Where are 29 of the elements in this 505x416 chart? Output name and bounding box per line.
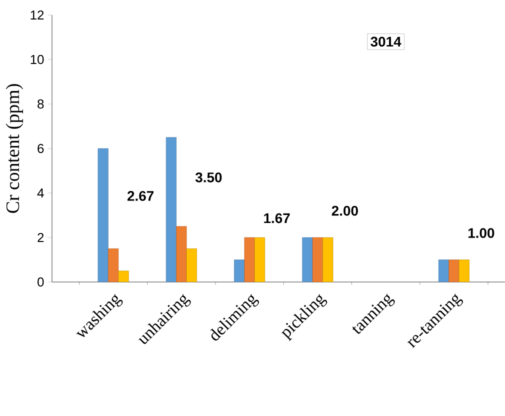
bar bbox=[448, 260, 460, 282]
y-tick-label: 6 bbox=[38, 144, 44, 154]
bar bbox=[108, 248, 119, 282]
bar bbox=[254, 237, 266, 282]
bar bbox=[176, 226, 187, 282]
y-tick-label: 4 bbox=[37, 188, 44, 198]
y-axis-title: Cr content (ppm) bbox=[6, 84, 23, 213]
annotation: 2.67 bbox=[127, 191, 154, 201]
bar bbox=[118, 270, 129, 282]
bar bbox=[98, 148, 108, 282]
annotation: 2.00 bbox=[332, 206, 358, 216]
y-tick-label: 2 bbox=[38, 232, 44, 242]
annotation: 3014 bbox=[370, 36, 402, 47]
bar bbox=[458, 260, 470, 282]
annotation: 3.50 bbox=[195, 172, 222, 182]
annotation: 1.00 bbox=[468, 228, 494, 238]
annotation: 1.67 bbox=[264, 213, 290, 224]
y-tick-label: 10 bbox=[30, 54, 44, 64]
y-tick-label: 8 bbox=[38, 99, 44, 109]
bar bbox=[166, 137, 176, 282]
y-tick-label: 0 bbox=[38, 277, 44, 287]
y-tick-label: 12 bbox=[30, 10, 44, 20]
bar bbox=[186, 248, 197, 282]
bar bbox=[322, 237, 334, 282]
bar bbox=[244, 237, 255, 282]
bar bbox=[438, 260, 449, 282]
bar bbox=[302, 237, 313, 282]
bar bbox=[312, 237, 323, 282]
bar bbox=[234, 260, 245, 282]
